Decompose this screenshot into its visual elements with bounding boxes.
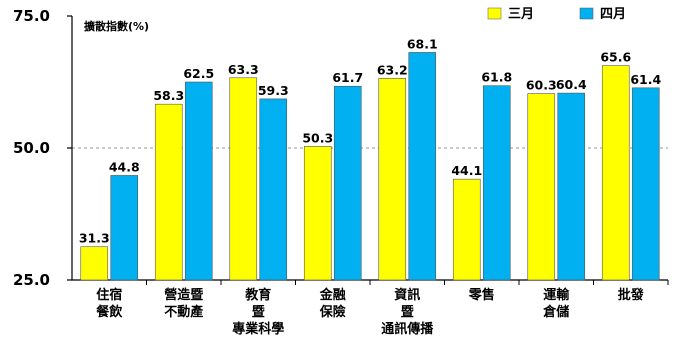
bar-march — [378, 78, 407, 281]
bar-april — [184, 81, 213, 281]
category-label: 倉儲 — [542, 304, 569, 320]
bar-march — [527, 93, 556, 281]
bar-april — [333, 85, 362, 281]
legend-label: 三月 — [508, 7, 534, 22]
category-label: 批發 — [618, 287, 644, 303]
bar-april — [631, 87, 660, 281]
legend: 三月 四月 — [487, 7, 626, 22]
category-label: 通訊傳播 — [381, 321, 434, 337]
y-tick-label: 50.0 — [13, 139, 50, 157]
data-label: 31.3 — [79, 231, 110, 246]
bar-march — [80, 246, 109, 281]
bar-april — [557, 92, 586, 281]
category-label: 專業科學 — [232, 321, 284, 337]
category-label: 營造暨 — [164, 287, 203, 303]
category-label: 保險 — [319, 304, 346, 320]
data-label: 61.8 — [481, 70, 512, 85]
data-label: 60.4 — [556, 77, 587, 92]
bar-march — [229, 77, 258, 281]
category-label: 教育 — [244, 287, 271, 303]
bar-march — [452, 178, 481, 281]
category-label: 不動產 — [164, 304, 203, 320]
data-label: 44.1 — [451, 163, 482, 178]
bar-april — [259, 98, 288, 281]
data-label: 50.3 — [302, 130, 333, 145]
data-label: 59.3 — [258, 83, 289, 98]
data-label: 62.5 — [183, 66, 214, 81]
data-label: 44.8 — [109, 159, 140, 174]
bar-march — [601, 65, 630, 281]
category-label: 餐飲 — [95, 304, 123, 320]
legend-label: 四月 — [600, 7, 626, 22]
category-label: 資訊 — [394, 287, 420, 303]
data-label: 60.3 — [526, 78, 557, 93]
legend-swatch — [579, 7, 594, 20]
y-tick-label: 75.0 — [13, 7, 50, 25]
data-label: 61.4 — [630, 72, 661, 87]
data-label: 58.3 — [153, 88, 184, 103]
category-label: 住宿 — [96, 287, 122, 303]
data-label: 63.2 — [377, 62, 408, 77]
category-label: 金融 — [319, 287, 346, 303]
y-axis-label: 擴散指數(%) — [84, 19, 149, 33]
category-label: 暨 — [401, 305, 414, 320]
bar-april — [408, 52, 437, 281]
bar-april — [482, 85, 511, 281]
category-label: 暨 — [252, 305, 265, 320]
bar-march — [154, 103, 183, 281]
category-label: 零售 — [468, 287, 495, 303]
legend-swatch — [487, 7, 502, 20]
data-label: 63.3 — [228, 62, 259, 77]
data-label: 61.7 — [332, 70, 363, 85]
bar-march — [303, 146, 332, 281]
data-label: 65.6 — [600, 50, 631, 65]
category-label: 運輸 — [543, 287, 570, 303]
data-label: 68.1 — [407, 36, 438, 51]
bar-april — [110, 175, 139, 281]
y-tick-label: 25.0 — [13, 271, 50, 289]
